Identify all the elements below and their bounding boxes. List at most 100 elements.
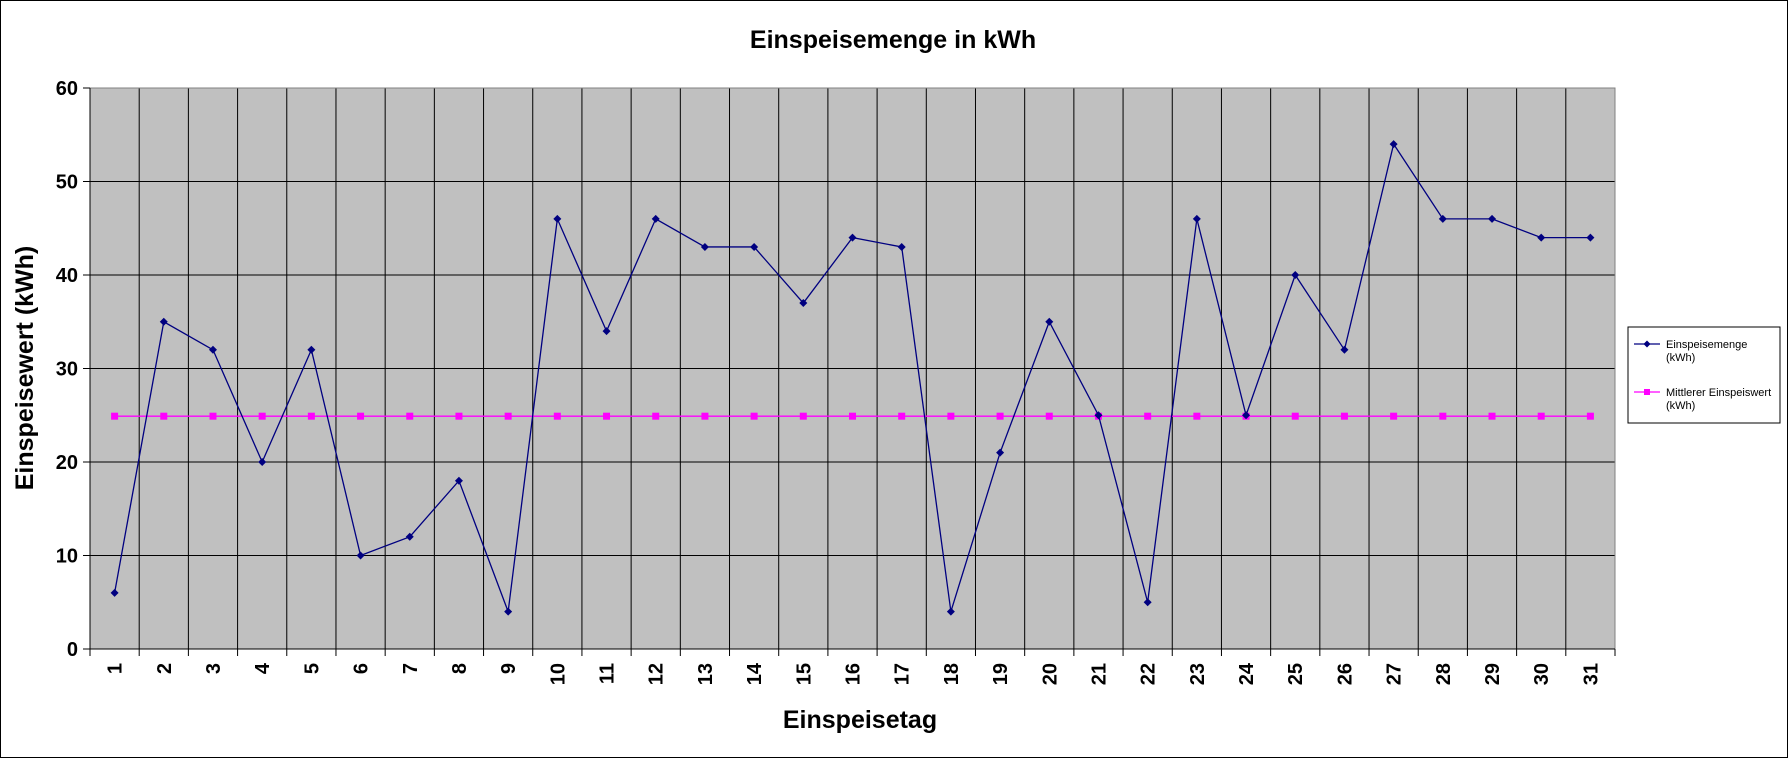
x-tick-label: 24 bbox=[1236, 662, 1258, 685]
data-point bbox=[701, 412, 709, 420]
legend: Einspeisemenge (kWh)Mittlerer Einspeiswer… bbox=[1627, 326, 1781, 424]
series-1 bbox=[110, 140, 1595, 616]
data-point bbox=[602, 327, 611, 336]
data-point bbox=[504, 412, 512, 420]
chart-title: Einspeisemenge in kWh bbox=[750, 26, 1036, 54]
data-point bbox=[1340, 345, 1349, 354]
x-tick-label: 2 bbox=[154, 663, 176, 674]
x-tick-label: 5 bbox=[301, 663, 323, 674]
y-tick-label: 40 bbox=[56, 265, 78, 287]
data-point bbox=[652, 412, 660, 420]
x-tick-label: 26 bbox=[1334, 663, 1356, 685]
data-point bbox=[1193, 412, 1201, 420]
x-tick-label: 11 bbox=[597, 663, 619, 684]
x-tick-labels: 1 2 3 4 5 6 7 8 9 10 11 12 13 14 15 16 17 18 19 20 21 22 23 24 2… bbox=[105, 662, 1603, 685]
data-point bbox=[208, 345, 217, 354]
y-tick-label: 50 bbox=[56, 172, 78, 194]
x-tick-label: 30 bbox=[1531, 663, 1553, 685]
x-tick-label: 18 bbox=[941, 663, 963, 685]
series-layer bbox=[110, 140, 1595, 616]
x-tick-label: 1 bbox=[105, 663, 127, 674]
data-point bbox=[553, 412, 561, 420]
data-point bbox=[603, 412, 611, 420]
x-tick-label: 8 bbox=[449, 663, 471, 674]
x-tick-label: 20 bbox=[1039, 663, 1061, 685]
x-tick-label: 3 bbox=[203, 663, 225, 674]
x-tick-label: 27 bbox=[1384, 663, 1406, 685]
data-point bbox=[1537, 412, 1545, 420]
legend-label-line: Einspeisemenge bbox=[1666, 339, 1747, 351]
data-point bbox=[1192, 214, 1201, 223]
legend-label-line: (kWh) bbox=[1666, 400, 1695, 412]
data-point bbox=[898, 412, 906, 420]
x-tick-label: 17 bbox=[892, 663, 914, 685]
data-point bbox=[799, 412, 807, 420]
gridlines bbox=[89, 87, 1616, 650]
x-tick-label: 4 bbox=[252, 662, 274, 674]
data-point bbox=[159, 317, 168, 326]
axes bbox=[83, 87, 1616, 656]
data-point bbox=[455, 412, 463, 420]
x-tick-label: 10 bbox=[547, 663, 569, 685]
data-point bbox=[553, 214, 562, 223]
data-point bbox=[996, 448, 1005, 457]
data-point bbox=[209, 412, 217, 420]
data-point bbox=[1488, 214, 1497, 223]
y-tick-label: 0 bbox=[67, 639, 78, 661]
x-tick-label: 7 bbox=[400, 663, 422, 674]
y-tick-label: 20 bbox=[56, 452, 78, 474]
legend-label-line: (kWh) bbox=[1666, 352, 1695, 364]
legend-label: Mittlerer Einspeiswert (kWh) bbox=[1666, 387, 1771, 412]
x-tick-label: 15 bbox=[793, 663, 815, 685]
data-point bbox=[1340, 412, 1348, 420]
data-point bbox=[1291, 271, 1300, 279]
data-point bbox=[1094, 411, 1103, 420]
data-point bbox=[258, 412, 266, 420]
data-point bbox=[750, 242, 759, 251]
data-point bbox=[454, 476, 463, 485]
data-point bbox=[160, 412, 168, 420]
data-point bbox=[848, 233, 857, 242]
data-point bbox=[1586, 233, 1595, 242]
data-point bbox=[996, 412, 1004, 420]
data-point bbox=[897, 242, 906, 251]
data-point bbox=[700, 242, 709, 251]
y-tick-labels: 0 10 20 30 40 50 60 bbox=[56, 78, 78, 661]
x-tick-label: 14 bbox=[744, 662, 766, 685]
x-tick-label: 25 bbox=[1285, 663, 1307, 685]
data-point bbox=[799, 299, 808, 308]
y-tick-label: 30 bbox=[56, 359, 78, 381]
data-point bbox=[1586, 412, 1594, 420]
data-point bbox=[111, 412, 119, 420]
y-axis-title: Einspeisewert (kWh) bbox=[11, 246, 39, 491]
data-point bbox=[110, 588, 119, 597]
data-point bbox=[356, 551, 365, 560]
data-point bbox=[1537, 233, 1546, 242]
x-tick-label: 16 bbox=[843, 663, 865, 685]
x-tick-label: 9 bbox=[498, 663, 520, 674]
data-point bbox=[1045, 317, 1054, 326]
x-tick-label: 23 bbox=[1187, 663, 1209, 685]
y-tick-label: 10 bbox=[56, 546, 78, 568]
y-tick-label: 60 bbox=[56, 78, 78, 100]
x-tick-label: 21 bbox=[1088, 663, 1110, 685]
data-point bbox=[258, 458, 267, 466]
data-point bbox=[1144, 412, 1152, 420]
legend-box bbox=[1627, 326, 1781, 424]
x-tick-label: 12 bbox=[646, 663, 668, 685]
data-point bbox=[1390, 412, 1398, 420]
data-point bbox=[1389, 140, 1398, 149]
legend-marker bbox=[1644, 389, 1650, 395]
x-tick-label: 29 bbox=[1482, 663, 1504, 685]
data-point bbox=[1291, 412, 1299, 420]
data-point bbox=[406, 412, 414, 420]
x-tick-label: 19 bbox=[990, 663, 1012, 685]
x-tick-label: 31 bbox=[1580, 663, 1602, 685]
data-point bbox=[947, 412, 955, 420]
data-point bbox=[307, 345, 316, 354]
legend-label-line: Mittlerer Einspeiswert bbox=[1666, 387, 1771, 399]
data-point bbox=[1488, 412, 1496, 420]
data-point bbox=[1439, 412, 1447, 420]
data-point bbox=[307, 412, 315, 420]
data-point bbox=[405, 532, 414, 541]
